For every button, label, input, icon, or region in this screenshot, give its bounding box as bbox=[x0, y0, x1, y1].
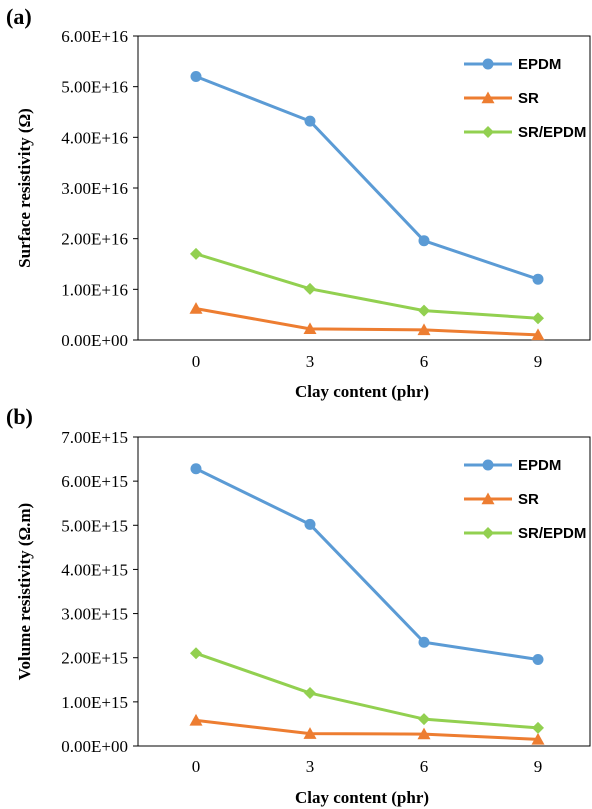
data-point-sr-6 bbox=[417, 323, 431, 336]
data-point-epdm-9 bbox=[532, 273, 544, 285]
y-tick-label: 6.00E+15 bbox=[61, 472, 128, 491]
x-tick-label: 3 bbox=[306, 757, 315, 776]
y-tick-label: 3.00E+15 bbox=[61, 605, 128, 624]
plot-frame bbox=[137, 436, 591, 747]
y-tick-label: 6.00E+16 bbox=[61, 27, 128, 46]
data-point-sr-epdm-9 bbox=[532, 721, 544, 734]
series-line-sr bbox=[195, 718, 539, 741]
data-point-sr-9 bbox=[531, 732, 545, 745]
series-line-sr-epdm bbox=[195, 651, 539, 730]
y-tick-label: 3.00E+16 bbox=[61, 179, 128, 198]
legend-label: SR/EPDM bbox=[518, 124, 586, 141]
data-point-epdm-0 bbox=[190, 463, 202, 475]
x-tick-label: 6 bbox=[420, 757, 429, 776]
data-point-sr-epdm-3 bbox=[304, 687, 316, 700]
y-tick-label: 5.00E+16 bbox=[61, 78, 128, 97]
data-point-epdm-3 bbox=[304, 518, 316, 530]
legend-marker-epdm bbox=[482, 459, 494, 471]
data-point-sr-epdm-6 bbox=[418, 713, 430, 726]
legend-marker-sr bbox=[481, 91, 495, 104]
data-point-sr-epdm-0 bbox=[190, 247, 202, 260]
y-axis-title: Surface resistivity (Ω) bbox=[15, 108, 34, 268]
chart-surface-resistivity: 0.00E+00 1.00E+16 2.00E+16 3.00E+16 4.00E+16… bbox=[15, 27, 591, 401]
data-point-sr-9 bbox=[531, 328, 545, 341]
data-point-sr-3 bbox=[303, 322, 317, 335]
data-point-sr-0 bbox=[189, 302, 203, 314]
chart-volume-resistivity: 0.00E+00 1.00E+15 2.00E+15 3.00E+15 4.00E+15… bbox=[15, 428, 591, 807]
y-tick-label: 2.00E+15 bbox=[61, 649, 128, 668]
legend-marker-epdm bbox=[482, 58, 494, 70]
x-axis-title: Clay content (phr) bbox=[295, 788, 429, 807]
data-point-sr-epdm-0 bbox=[190, 647, 202, 660]
legend-marker-sr-epdm bbox=[482, 527, 494, 539]
y-tick-label: 0.00E+00 bbox=[61, 737, 128, 756]
y-tick-label: 7.00E+15 bbox=[61, 428, 128, 447]
legend-marker-sr-epdm bbox=[482, 126, 494, 138]
y-axis-title: Volume resistivity (Ω.m) bbox=[15, 503, 34, 680]
panel-label-b: (b) bbox=[6, 404, 33, 429]
y-tick-label: 0.00E+00 bbox=[61, 331, 128, 350]
legend-label: SR bbox=[518, 491, 539, 508]
data-point-epdm-6 bbox=[418, 235, 430, 247]
data-point-sr-6 bbox=[417, 727, 431, 740]
x-tick-label: 9 bbox=[534, 757, 543, 776]
series-line-sr-epdm bbox=[195, 252, 539, 320]
panel-label-a: (a) bbox=[6, 4, 32, 29]
series-line-sr bbox=[195, 307, 539, 337]
y-tick-label: 5.00E+15 bbox=[61, 516, 128, 535]
y-tick-label: 4.00E+15 bbox=[61, 560, 128, 579]
legend-marker-sr bbox=[481, 492, 495, 505]
data-point-sr-epdm-9 bbox=[532, 312, 544, 325]
data-point-epdm-3 bbox=[304, 115, 316, 127]
x-tick-label: 0 bbox=[192, 757, 201, 776]
data-point-sr-epdm-6 bbox=[418, 304, 430, 317]
x-tick-label: 3 bbox=[306, 352, 315, 371]
data-point-epdm-0 bbox=[190, 71, 202, 83]
data-point-epdm-9 bbox=[532, 653, 544, 665]
data-point-epdm-6 bbox=[418, 636, 430, 648]
x-tick-label: 6 bbox=[420, 352, 429, 371]
series-line-epdm bbox=[195, 467, 539, 661]
y-tick-label: 2.00E+16 bbox=[61, 230, 128, 249]
legend-label: EPDM bbox=[518, 457, 561, 474]
legend-label: EPDM bbox=[518, 56, 561, 73]
data-point-sr-epdm-3 bbox=[304, 282, 316, 295]
series-line-epdm bbox=[195, 75, 539, 281]
y-tick-label: 1.00E+15 bbox=[61, 693, 128, 712]
data-point-sr-3 bbox=[303, 727, 317, 739]
legend-label: SR/EPDM bbox=[518, 525, 586, 542]
x-axis-title: Clay content (phr) bbox=[295, 382, 429, 401]
x-tick-label: 9 bbox=[534, 352, 543, 371]
data-point-sr-0 bbox=[189, 713, 203, 726]
x-tick-label: 0 bbox=[192, 352, 201, 371]
legend-label: SR bbox=[518, 90, 539, 107]
y-tick-label: 4.00E+16 bbox=[61, 128, 128, 147]
y-tick-label: 1.00E+16 bbox=[61, 280, 128, 299]
